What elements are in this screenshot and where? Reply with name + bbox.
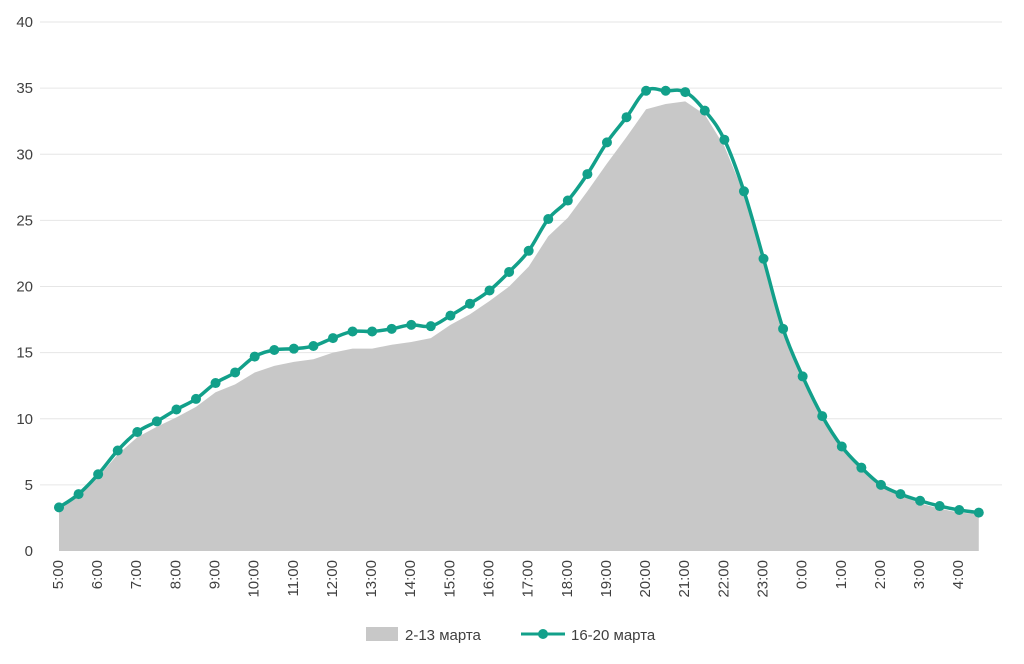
data-point-41 [856,462,867,473]
data-point-9 [230,367,241,378]
data-point-26 [562,195,573,206]
data-point-8 [210,378,221,389]
x-tick-label-16-00: 16:00 [481,560,498,598]
data-point-33 [699,105,710,116]
data-point-0 [54,502,64,513]
data-point-45 [934,501,945,512]
data-point-4 [132,426,143,437]
data-point-39 [817,411,828,422]
data-point-47 [973,507,984,518]
x-tick-label-3-00: 3:00 [911,560,928,589]
data-point-13 [308,341,319,352]
data-point-10 [249,351,260,362]
legend: 2-13 марта 16-20 марта [366,627,656,644]
legend-label-16-20-marta: 16-20 марта [571,627,656,644]
data-point-5 [151,416,162,427]
data-point-36 [758,253,769,264]
data-point-21 [464,298,475,309]
data-point-15 [347,326,358,337]
area-series-2-13-marta [59,101,979,551]
x-tick-label-0-00: 0:00 [794,560,811,589]
data-point-20 [445,310,456,321]
data-point-14 [327,333,338,344]
y-axis: 0 5 10 15 20 25 30 35 40 [16,14,33,560]
x-tick-label-8-00: 8:00 [167,560,184,589]
data-point-12 [288,343,299,354]
data-point-44 [915,495,926,506]
x-tick-label-6-00: 6:00 [89,560,106,589]
data-point-43 [895,489,906,500]
data-point-29 [621,112,632,123]
x-tick-label-2-00: 2:00 [872,560,889,589]
x-tick-label-5-00: 5:00 [50,560,67,589]
y-tick-label-20: 20 [16,279,33,296]
data-point-19 [425,321,436,332]
y-tick-label-35: 35 [16,80,33,97]
data-point-32 [680,87,691,98]
x-tick-label-18-00: 18:00 [559,560,576,598]
data-point-25 [543,214,554,225]
y-tick-label-15: 15 [16,345,33,362]
data-point-2 [93,469,104,480]
legend-marker-16-20-marta [538,629,548,639]
data-point-42 [875,479,886,490]
data-point-22 [484,285,495,296]
x-tick-label-1-00: 1:00 [833,560,850,589]
y-tick-label-25: 25 [16,212,33,229]
x-tick-label-21-00: 21:00 [676,560,693,598]
data-point-24 [523,245,534,256]
data-point-28 [601,137,612,148]
data-point-31 [660,85,671,96]
y-tick-label-0: 0 [25,543,33,560]
area-layer [59,101,979,551]
legend-swatch-2-13-marta [366,627,398,641]
x-tick-label-12-00: 12:00 [324,560,341,598]
legend-label-2-13-marta: 2-13 марта [405,627,482,644]
marker-layer [54,85,984,518]
data-point-23 [504,266,515,277]
x-tick-label-13-00: 13:00 [363,560,380,598]
data-point-11 [269,344,280,355]
x-tick-label-20-00: 20:00 [637,560,654,598]
y-tick-label-30: 30 [16,146,33,163]
data-point-6 [171,404,182,415]
y-tick-label-10: 10 [16,411,33,428]
y-tick-label-5: 5 [25,477,33,494]
x-tick-label-23-00: 23:00 [754,560,771,598]
y-tick-label-40: 40 [16,14,33,31]
x-axis: 5:00 6:00 7:00 8:00 9:00 10:00 11:00 12:00 13:00… [50,560,967,598]
data-point-18 [406,319,417,330]
data-point-35 [738,186,749,197]
x-tick-label-11-00: 11:00 [285,560,302,596]
x-tick-label-19-00: 19:00 [598,560,615,598]
data-point-7 [190,393,201,404]
x-tick-label-10-00: 10:00 [246,560,263,598]
x-tick-label-9-00: 9:00 [207,560,224,589]
data-point-16 [367,326,378,337]
x-tick-label-14-00: 14:00 [402,560,419,598]
data-point-46 [954,505,965,515]
data-point-17 [386,323,397,334]
data-point-1 [73,489,84,500]
x-tick-label-17-00: 17:00 [520,560,537,598]
data-point-34 [719,134,730,145]
x-tick-label-15-00: 15:00 [441,560,458,598]
data-point-38 [797,371,808,382]
data-point-3 [112,445,123,456]
data-point-40 [836,441,847,452]
data-point-30 [641,85,652,96]
x-tick-label-22-00: 22:00 [715,560,732,598]
x-tick-label-4-00: 4:00 [950,560,967,589]
data-point-37 [778,323,789,334]
x-tick-label-7-00: 7:00 [128,560,145,589]
data-point-27 [582,169,593,180]
